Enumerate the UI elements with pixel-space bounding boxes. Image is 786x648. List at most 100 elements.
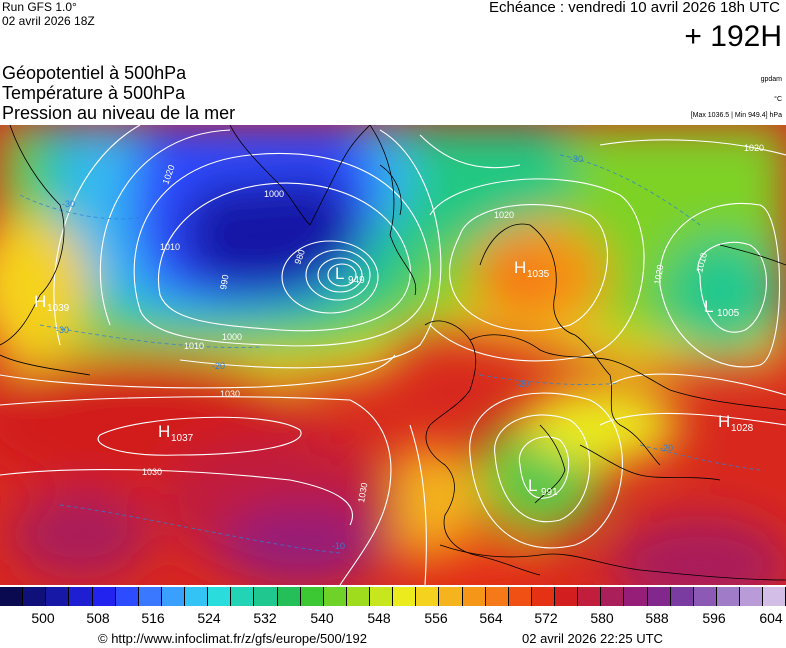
isobar-label: 1010: [184, 341, 204, 351]
pressure-centers: H 1039 L 949 H 1035 L 1005 H 1037 H 1028 L 991: [34, 258, 754, 498]
forecast-valid-time: Echéance : vendredi 10 avril 2026 18h UT…: [488, 0, 780, 16]
scale-label: 516: [141, 610, 165, 626]
pressure-center-value: 1039: [47, 303, 70, 314]
color-swatch: [393, 587, 417, 606]
isotherm-label: -20: [516, 379, 529, 389]
isotherm-label: -30: [62, 199, 75, 209]
coastlines: [0, 125, 786, 581]
high-center-azores: H 1037: [158, 422, 194, 444]
isotherm-label: -30: [570, 154, 583, 164]
color-swatch: [485, 587, 509, 606]
unit-geopotential: gpdam: [760, 76, 782, 83]
scale-label: 572: [534, 610, 558, 626]
color-swatch: [508, 587, 532, 606]
color-swatch: [254, 587, 278, 606]
isobar-label: 1020: [744, 143, 764, 153]
low-center-mediterranean: L 991: [528, 476, 558, 498]
variable-geopotential: Géopotentiel à 500hPa: [2, 63, 187, 83]
high-center-atlantic-west: H 1039: [34, 292, 70, 314]
pressure-center-type: H: [718, 412, 730, 431]
color-swatch: [161, 587, 185, 606]
color-swatch: [370, 587, 394, 606]
forecast-offset: + 192H: [684, 20, 782, 53]
color-swatch: [416, 587, 440, 606]
color-scale-bar: [0, 587, 786, 606]
color-swatch: [578, 587, 602, 606]
color-swatch: [647, 587, 671, 606]
scale-label: 580: [590, 610, 614, 626]
high-center-scandinavia: H 1035: [514, 258, 550, 280]
temperature-labels: -30 -30 -20 -20 -30 -20 -10: [56, 154, 673, 551]
pressure-center-type: L: [704, 297, 713, 316]
color-scale-labels: 500 508 516 524 532 540 548 556 564 572 580 588 596 6…: [0, 610, 786, 628]
unit-temperature: °C: [774, 96, 782, 103]
pressure-center-value: 1035: [527, 269, 550, 280]
pressure-center-type: H: [34, 292, 46, 311]
variable-temperature: Température à 500hPa: [2, 83, 186, 103]
geopotential-field: [0, 125, 786, 585]
color-swatch: [0, 587, 24, 606]
color-swatch: [138, 587, 162, 606]
color-swatch: [277, 587, 301, 606]
run-label: Run GFS 1.0°: [2, 0, 77, 14]
color-swatch: [439, 587, 463, 606]
weather-map[interactable]: H 1039 L 949 H 1035 L 1005 H 1037 H 1028 L 991 …: [0, 125, 786, 585]
scale-label: 588: [645, 610, 669, 626]
temperature-isotherms: [19, 154, 761, 554]
pressure-center-value: 949: [348, 275, 365, 286]
high-center-east: H 1028: [718, 412, 754, 434]
isotherm-label: -10: [332, 541, 345, 551]
scale-label: 532: [253, 610, 277, 626]
color-swatch: [601, 587, 625, 606]
color-swatch: [46, 587, 70, 606]
isobar-label: 1030: [220, 389, 240, 399]
color-swatch: [231, 587, 255, 606]
pressure-center-value: 1005: [717, 308, 740, 319]
isotherm-label: -20: [660, 443, 673, 453]
copyright-link[interactable]: © http://www.infoclimat.fr/z/gfs/europe/…: [98, 631, 367, 646]
scale-label: 524: [197, 610, 221, 626]
color-swatch: [555, 587, 579, 606]
pressure-center-type: L: [335, 264, 344, 283]
scale-label: 508: [86, 610, 110, 626]
color-swatch: [624, 587, 648, 606]
pressure-center-type: H: [158, 422, 170, 441]
isobar-label: 1000: [222, 332, 242, 342]
isobar-label: 980: [292, 248, 307, 266]
generation-time: 02 avril 2026 22:25 UTC: [522, 631, 663, 646]
isobar-label: 1010: [160, 242, 180, 252]
run-date: 02 avril 2026 18Z: [2, 14, 95, 28]
color-swatch: [69, 587, 93, 606]
isotherm-label: -20: [212, 361, 225, 371]
isobar-label: 1030: [356, 482, 369, 503]
color-swatch: [763, 587, 786, 606]
color-swatch: [531, 587, 555, 606]
scale-label: 500: [31, 610, 55, 626]
color-swatch: [740, 587, 764, 606]
color-swatch: [716, 587, 740, 606]
color-swatch: [185, 587, 209, 606]
color-swatch: [670, 587, 694, 606]
scale-label: 564: [479, 610, 503, 626]
pressure-center-type: L: [528, 476, 537, 495]
pressure-center-type: H: [514, 258, 526, 277]
isobar-label: 1000: [264, 189, 284, 199]
pressure-range: [Max 1036.5 | Min 949.4] hPa: [690, 112, 782, 119]
color-swatch: [462, 587, 486, 606]
low-center-russia: L 1005: [704, 297, 740, 319]
isobar-label: 1020: [494, 210, 514, 220]
scale-label: 556: [424, 610, 448, 626]
color-swatch: [115, 587, 139, 606]
color-swatch: [300, 587, 324, 606]
color-swatch: [208, 587, 232, 606]
pressure-center-value: 1028: [731, 423, 754, 434]
isotherm-label: -30: [56, 325, 69, 335]
isobar-label: 1030: [142, 467, 162, 477]
scale-label: 604: [759, 610, 783, 626]
scale-label: 596: [702, 610, 726, 626]
isobars: [0, 125, 786, 585]
scale-label: 540: [310, 610, 334, 626]
scale-label: 548: [367, 610, 391, 626]
color-swatch: [92, 587, 116, 606]
isobar-label: 990: [218, 274, 230, 291]
